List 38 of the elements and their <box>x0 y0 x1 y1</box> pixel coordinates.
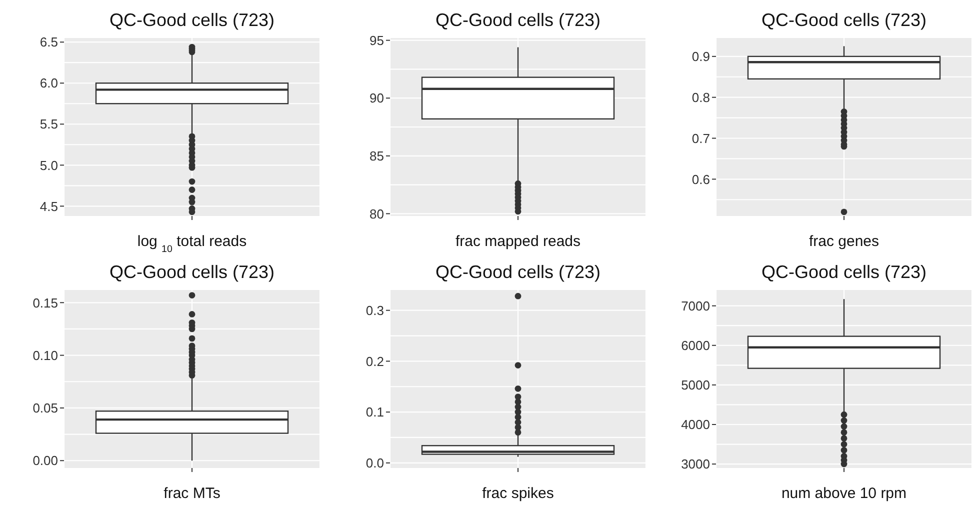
y-tick-label: 85 <box>370 148 384 164</box>
y-tick-label: 3000 <box>681 456 710 472</box>
y-tick-label: 0.9 <box>692 49 710 64</box>
y-tick-label: 0.1 <box>366 404 384 420</box>
y-tick-label: 6.5 <box>40 34 58 50</box>
y-tick-label: 0.8 <box>692 90 710 105</box>
y-tick-label: 6000 <box>681 338 710 353</box>
y-tick-label: 4.5 <box>40 198 58 214</box>
y-tick-label: 5.5 <box>40 116 58 132</box>
y-tick-label: 0.00 <box>32 453 58 468</box>
y-tick-label: 4000 <box>681 417 710 432</box>
y-tick-label: 0.05 <box>32 400 58 416</box>
chart-title: QC-Good cells (723) <box>108 10 276 31</box>
y-tick-label: 6.0 <box>40 76 58 91</box>
y-tick-label: 80 <box>370 206 384 222</box>
x-axis-title: frac MTs <box>164 485 220 502</box>
chart-title: QC-Good cells (723) <box>434 262 602 283</box>
y-tick-label: 0.3 <box>366 302 384 318</box>
y-tick-label: 0.7 <box>692 130 710 146</box>
chart-title: QC-Good cells (723) <box>108 262 276 283</box>
x-axis-title: num above 10 rpm <box>781 485 907 502</box>
chart-title: QC-Good cells (723) <box>760 10 928 31</box>
y-tick-label: 0.10 <box>32 348 58 363</box>
y-tick-label: 7000 <box>681 298 710 314</box>
x-axis-title: frac spikes <box>482 485 554 502</box>
y-tick-label: 5.0 <box>40 158 58 173</box>
y-tick-label: 0.2 <box>366 354 384 369</box>
y-tick-label: 0.15 <box>32 295 58 310</box>
y-tick-label: 0.6 <box>692 172 710 187</box>
y-tick-label: 0.0 <box>366 456 384 471</box>
chart-title: QC-Good cells (723) <box>434 10 602 31</box>
x-axis-title: log $_{10}$ total reads <box>137 233 247 254</box>
y-tick-label: 95 <box>370 32 384 48</box>
y-tick-label: 90 <box>370 90 384 106</box>
y-tick-label: 5000 <box>681 378 710 393</box>
x-axis-title: frac genes <box>808 233 880 250</box>
x-axis-title: frac mapped reads <box>455 233 581 250</box>
chart-title: QC-Good cells (723) <box>760 262 928 283</box>
